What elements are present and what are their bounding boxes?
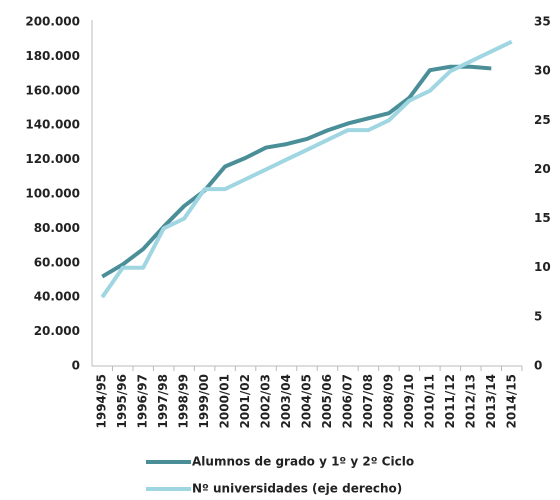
y2-tick-label: 25 <box>534 113 551 127</box>
series-line <box>101 64 492 279</box>
y-tick-label: 60.000 <box>34 255 80 269</box>
x-tick-label: 2010/11 <box>422 374 436 428</box>
x-tick-label: 1999/00 <box>197 374 211 428</box>
y-tick-label: 200.000 <box>25 15 80 29</box>
x-tick-label: 1994/95 <box>95 374 109 428</box>
y2-tick-label: 5 <box>534 309 542 323</box>
x-tick-label: 1997/98 <box>156 374 170 428</box>
x-tick-label: 2002/03 <box>259 374 273 428</box>
x-tick-label: 2004/05 <box>300 374 314 428</box>
y2-tick-label: 15 <box>534 211 551 225</box>
y-tick-label: 160.000 <box>25 83 80 97</box>
x-tick-label: 2014/15 <box>504 374 518 428</box>
y-tick-label: 80.000 <box>34 221 80 235</box>
y-tick-label: 120.000 <box>25 152 80 166</box>
y-tick-label: 40.000 <box>34 290 80 304</box>
y-tick-label: 140.000 <box>25 118 80 132</box>
y2-tick-label: 30 <box>534 64 551 78</box>
y2-tick-label: 10 <box>534 260 551 274</box>
x-tick-label: 1996/97 <box>136 374 150 428</box>
x-tick-label: 2006/07 <box>340 374 354 428</box>
y-tick-label: 20.000 <box>34 324 80 338</box>
x-tick-label: 2013/14 <box>484 374 498 428</box>
y2-tick-label: 0 <box>534 359 542 373</box>
legend-label: Alumnos de grado y 1º y 2º Ciclo <box>192 455 414 469</box>
y2-tick-label: 35 <box>534 15 551 29</box>
y-tick-label: 100.000 <box>25 187 80 201</box>
x-tick-label: 2012/13 <box>463 374 477 428</box>
x-tick-label: 2009/10 <box>402 374 416 428</box>
x-tick-label: 2008/09 <box>381 374 395 428</box>
y-tick-label: 0 <box>72 359 80 373</box>
x-tick-label: 2001/02 <box>238 374 252 428</box>
legend-label: Nº universidades (eje derecho) <box>192 482 402 496</box>
x-tick-label: 1995/96 <box>115 374 129 428</box>
x-tick-label: 1998/99 <box>177 374 191 428</box>
x-tick-label: 2005/06 <box>320 374 334 428</box>
y2-tick-label: 20 <box>534 162 551 176</box>
x-tick-label: 2007/08 <box>361 374 375 428</box>
x-tick-label: 2011/12 <box>443 374 457 428</box>
x-tick-label: 2003/04 <box>279 374 293 428</box>
y-tick-label: 180.000 <box>25 49 80 63</box>
series-line <box>100 39 513 299</box>
x-tick-label: 2000/01 <box>218 374 232 428</box>
